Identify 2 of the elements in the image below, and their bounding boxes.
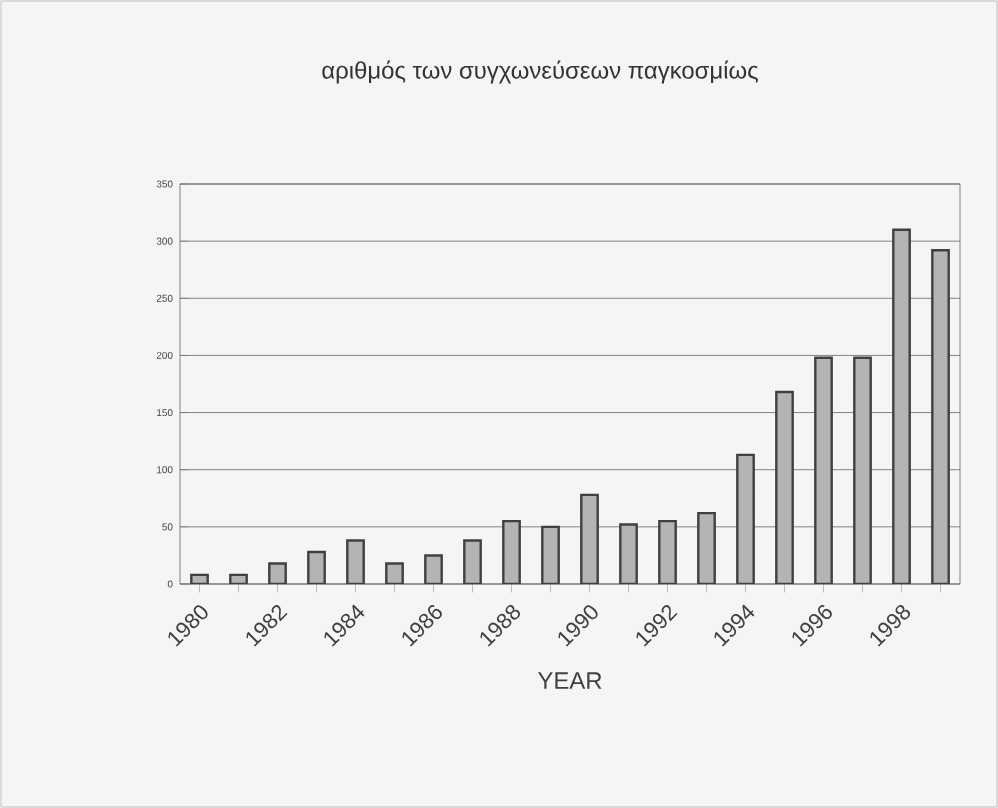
chart-title: αριθμός των συγχωνεύσεων παγκοσμίως	[322, 60, 758, 84]
x-axis-title: YEAR	[537, 672, 602, 689]
